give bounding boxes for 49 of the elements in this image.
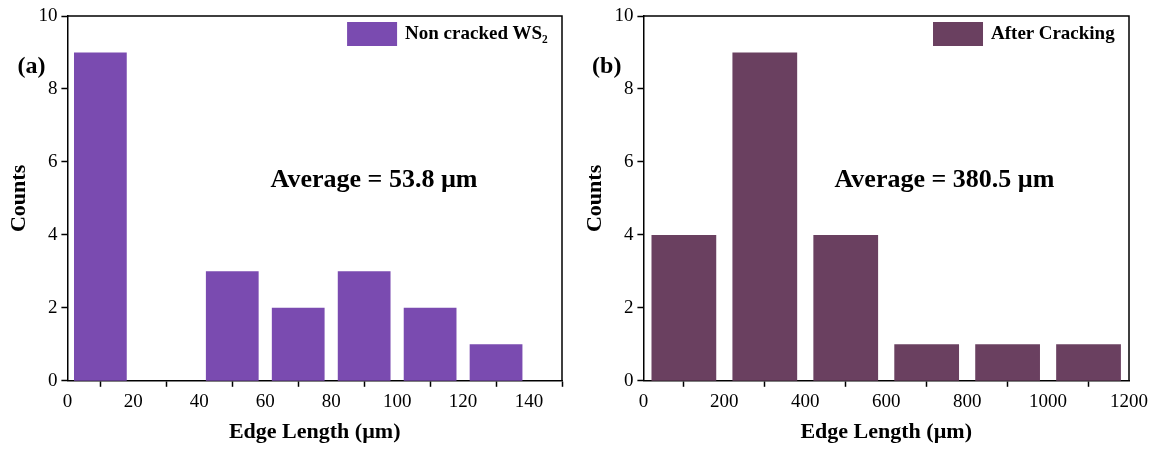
x-tick-label: 1200 (1110, 390, 1148, 412)
annotation: Average = 53.8 µm (270, 163, 478, 193)
text: (b) (592, 52, 622, 79)
y-tick-label: 4 (623, 222, 634, 244)
y-axis-title: Counts (580, 164, 606, 233)
bar (403, 307, 457, 381)
x-tick-label: 0 (62, 390, 73, 412)
y-tick-label: 8 (47, 76, 58, 98)
y-tick-label: 6 (623, 149, 634, 171)
y-tick-label: 4 (47, 222, 58, 244)
x-tick-label: 120 (448, 390, 478, 412)
x-tick-label: 40 (189, 390, 209, 412)
bar (732, 52, 798, 381)
bar (1056, 344, 1121, 381)
y-tick-label: 6 (47, 149, 58, 171)
x-tick-label: 20 (123, 390, 143, 412)
legend-label: After Cracking (991, 21, 1116, 43)
legend-label: Non cracked WS₂ (405, 21, 548, 43)
x-tick-label: 200 (710, 390, 739, 412)
x-tick-label: 600 (871, 390, 901, 412)
x-tick-label: 80 (321, 390, 341, 412)
y-tick-label: 10 (614, 3, 634, 25)
x-axis-title: Edge Length (µm) (800, 418, 972, 444)
y-tick-label: 10 (38, 3, 58, 25)
bar (894, 344, 960, 381)
x-tick-label: 1000 (1029, 390, 1068, 412)
x-tick-label: 400 (791, 390, 820, 412)
y-tick-label: 0 (623, 368, 634, 390)
y-tick-label: 2 (47, 295, 58, 317)
y-axis-title: Counts (4, 164, 30, 233)
x-axis-title: Edge Length (µm) (228, 418, 401, 444)
x-tick-label: 60 (255, 390, 275, 412)
bar (74, 52, 127, 381)
x-tick-label: 800 (952, 390, 982, 412)
bar (469, 344, 523, 381)
bar (975, 344, 1040, 381)
y-tick-label: 8 (623, 76, 634, 98)
bar (205, 271, 259, 381)
text: (a) (17, 52, 46, 79)
bar (813, 234, 879, 381)
bar (651, 234, 717, 381)
bar (271, 307, 325, 381)
bar (337, 271, 391, 381)
annotation: Average = 380.5 µm (834, 163, 1055, 193)
y-tick-label: 0 (47, 368, 58, 390)
x-tick-label: 140 (514, 390, 544, 412)
y-tick-label: 2 (623, 295, 634, 317)
x-tick-label: 0 (638, 390, 649, 412)
x-tick-label: 100 (382, 390, 412, 412)
